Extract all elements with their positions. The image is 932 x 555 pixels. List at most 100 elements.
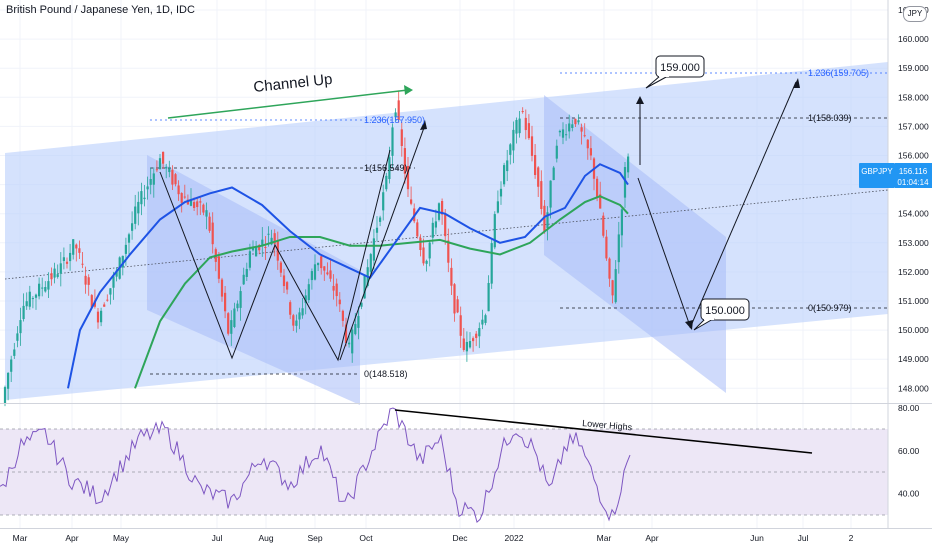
candle-body [90,295,93,308]
time-tick-label: Apr [645,533,658,543]
candle-body [540,181,543,209]
candle-body [602,215,605,236]
candle-body [354,324,357,335]
candle-body [230,320,233,334]
candle-body [273,233,276,244]
candle-body [56,274,59,277]
candle-body [59,263,62,274]
currency-badge[interactable]: JPY [903,6,927,22]
candle-body [475,333,478,338]
candle-body [177,185,180,195]
candle-body [484,315,487,323]
price-tick-label: 157.000 [898,121,929,131]
candle-body [189,199,193,206]
candle-body [468,341,472,348]
time-tick-label: Apr [65,533,78,543]
candle-body [255,247,258,257]
candle-body [124,244,127,254]
target-low-callout[interactable]: 150.000 [693,298,750,331]
price-tick-label: 151.000 [898,296,929,306]
last-price-countdown: 01:04:14 [897,178,929,187]
fib-left-1-label: 1(156.549) [364,163,408,173]
price-tick-label: 158.000 [898,92,929,102]
candle-body [472,338,475,342]
price-tick-label: 160.000 [898,34,929,44]
falling-channel-right [544,95,726,393]
candle-body [341,310,344,321]
candle-body [289,302,292,315]
arrow-down-right-head [685,320,693,330]
price-tick-label: 153.000 [898,238,929,248]
candle-body [270,237,273,245]
candle-body [456,299,459,313]
rsi-tick-label: 60.00 [898,446,920,456]
candle-body [589,148,592,156]
candle-body [62,257,65,261]
candle-body [375,227,379,233]
candle-body [251,246,255,251]
target-low-label: 150.000 [705,305,745,317]
arrow-target-up-head [636,96,644,104]
candle-body [3,387,7,403]
candle-body [351,329,354,354]
candle-body [335,283,338,297]
candle-body [152,173,155,185]
candle-body [561,129,565,138]
rsi-axis[interactable]: 80.00 60.00 40.00 [898,403,920,499]
price-tick-label: 159.000 [898,63,929,73]
time-tick-label: Jul [798,533,809,543]
candle-body [348,342,351,345]
candle-body [84,275,87,285]
candle-body [406,166,410,190]
candle-body [400,129,403,147]
candle-body [264,246,267,248]
candle-body [611,280,614,296]
time-tick-label: Jul [212,533,223,543]
candle-body [301,308,304,316]
price-axis[interactable]: 161.000160.000159.000158.000157.000156.0… [898,5,929,393]
falling-channel-left [147,155,360,405]
candle-body [162,151,165,164]
candle-body [220,279,224,297]
candle-body [307,284,310,301]
candle-body [605,236,608,259]
candle-body [515,119,518,134]
last-price-tag: GBPJPY 156.116 01:04:14 [859,163,932,188]
rsi-tick-label: 80.00 [898,403,920,413]
fib-left-1236-label: 1.236(157.950) [364,115,425,125]
candle-body [34,294,38,298]
candle-body [459,315,462,336]
candle-body [481,319,484,325]
target-high-callout[interactable]: 159.000 [645,55,705,89]
midline [4,189,889,280]
candle-body [47,281,50,290]
candle-body [397,100,400,121]
candle-body [419,237,422,251]
candle-body [143,197,146,200]
last-price-symbol: GBPJPY [861,167,893,176]
candle-body [580,127,583,132]
candle-body [382,192,385,211]
fib-right-1-label: 1(158.039) [808,113,852,123]
candle-body [165,166,168,169]
candle-body [627,156,630,173]
candle-body [565,134,568,136]
candle-body [239,291,242,308]
candle-body [394,112,397,118]
candle-body [357,316,360,328]
candle-body [571,124,574,128]
candle-body [524,117,527,131]
price-tick-label: 149.000 [898,354,929,364]
candle-body [549,180,552,208]
time-axis[interactable]: Mar Apr May Jul Aug Sep Oct Dec 2022 Mar Apr Jun Jul… [13,533,854,543]
candle-body [295,320,298,326]
time-tick-label: Sep [307,533,322,543]
candle-body [577,120,580,123]
candle-body [304,295,307,303]
candle-body [72,239,75,255]
price-tick-label: 148.000 [898,383,929,393]
candle-body [211,222,214,245]
symbol-title[interactable]: British Pound / Japanese Yen, 1D, IDC [6,4,195,16]
candle-body [121,255,124,268]
